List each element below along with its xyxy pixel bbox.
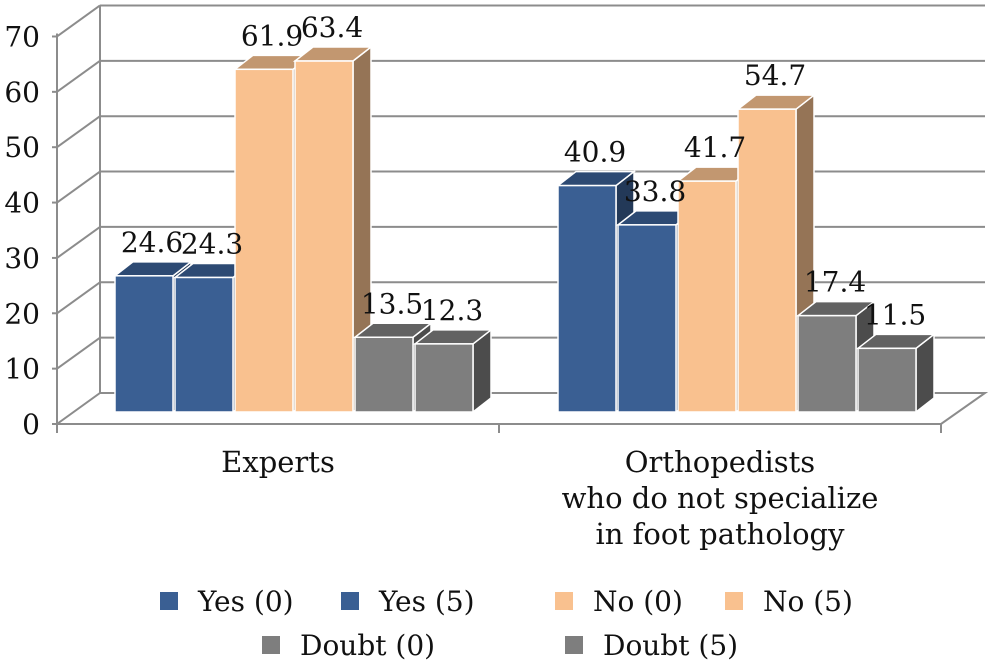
gridline-wall bbox=[56, 60, 101, 93]
y-tick-label: 60 bbox=[4, 76, 40, 109]
bar-front bbox=[857, 347, 917, 413]
y-tick-label: 10 bbox=[4, 353, 40, 386]
data-label: 13.5 bbox=[361, 287, 423, 320]
bar-front bbox=[557, 184, 617, 413]
legend-label: No (0) bbox=[593, 585, 683, 618]
legend-swatch bbox=[565, 636, 583, 654]
gridline-wall bbox=[56, 336, 101, 370]
legend-item: Doubt (5) bbox=[565, 629, 738, 662]
bar bbox=[412, 328, 494, 414]
data-label: 24.6 bbox=[121, 226, 183, 259]
data-label: 61.9 bbox=[241, 19, 303, 52]
legend-swatch bbox=[725, 592, 743, 610]
legend-label: Yes (0) bbox=[197, 585, 294, 618]
category-label: Orthopedists who do not specialize in foot… bbox=[562, 445, 879, 551]
bar bbox=[855, 332, 937, 414]
legend-label: Yes (5) bbox=[378, 585, 475, 618]
gridline-wall bbox=[56, 115, 101, 149]
legend: Yes (0) Yes (5) No (0) No (5) Doubt (0) Doubt… bbox=[160, 585, 853, 662]
legend-swatch bbox=[555, 592, 573, 610]
y-tick-label: 40 bbox=[4, 187, 40, 220]
bars bbox=[112, 45, 937, 414]
category-label-line: Orthopedists bbox=[625, 445, 815, 479]
legend-item: Doubt (0) bbox=[262, 629, 435, 662]
y-tick-label: 20 bbox=[4, 297, 40, 330]
y-tick-label: 50 bbox=[4, 131, 40, 164]
data-label: 11.5 bbox=[864, 298, 926, 331]
data-label: 41.7 bbox=[684, 131, 746, 164]
bar-front bbox=[234, 68, 294, 413]
gridline-wall bbox=[56, 281, 101, 315]
data-label: 40.9 bbox=[564, 136, 626, 169]
data-label: 24.3 bbox=[181, 227, 243, 260]
legend-swatch bbox=[262, 636, 280, 654]
legend-item: No (5) bbox=[725, 585, 853, 618]
y-tick-label: 30 bbox=[4, 242, 40, 275]
gridline-wall bbox=[56, 226, 101, 259]
bar-front bbox=[354, 336, 414, 413]
legend-item: Yes (0) bbox=[160, 585, 294, 618]
legend-label: Doubt (5) bbox=[603, 629, 738, 662]
legend-item: Yes (5) bbox=[341, 585, 475, 618]
category-labels: Experts Orthopedists who do not specialize… bbox=[221, 445, 878, 551]
legend-swatch bbox=[341, 592, 359, 610]
y-tick-label: 70 bbox=[4, 20, 40, 53]
data-label: 63.4 bbox=[301, 11, 363, 44]
bar-front bbox=[737, 108, 797, 413]
category-label: Experts bbox=[221, 445, 335, 479]
legend-label: Doubt (0) bbox=[300, 629, 435, 662]
bar-front bbox=[617, 224, 677, 413]
y-tick-label: 0 bbox=[22, 408, 40, 441]
gridline-wall bbox=[56, 4, 101, 38]
bar-front bbox=[414, 343, 474, 413]
legend-swatch bbox=[160, 592, 178, 610]
bar-front bbox=[294, 60, 354, 413]
bar-front bbox=[174, 276, 234, 413]
data-labels: 24.624.3 61.963.4 13.512.3 40.9 33.8 41.7 54.7… bbox=[121, 11, 926, 331]
bar-front bbox=[114, 275, 174, 413]
data-label: 54.7 bbox=[744, 59, 806, 92]
data-label: 12.3 bbox=[421, 294, 483, 327]
bar-front bbox=[797, 314, 857, 413]
bar-front bbox=[677, 180, 737, 413]
y-axis-ticks: 0 10 20 30 40 50 60 70 bbox=[4, 20, 57, 441]
legend-label: No (5) bbox=[763, 585, 853, 618]
axes bbox=[53, 5, 989, 433]
gridline-wall bbox=[56, 170, 101, 204]
category-label-line: who do not specialize bbox=[562, 481, 879, 515]
category-label-line: Experts bbox=[221, 445, 335, 479]
category-label-line: in foot pathology bbox=[595, 517, 845, 551]
data-label: 33.8 bbox=[624, 175, 686, 208]
data-label: 17.4 bbox=[804, 266, 866, 299]
legend-item: No (0) bbox=[555, 585, 683, 618]
